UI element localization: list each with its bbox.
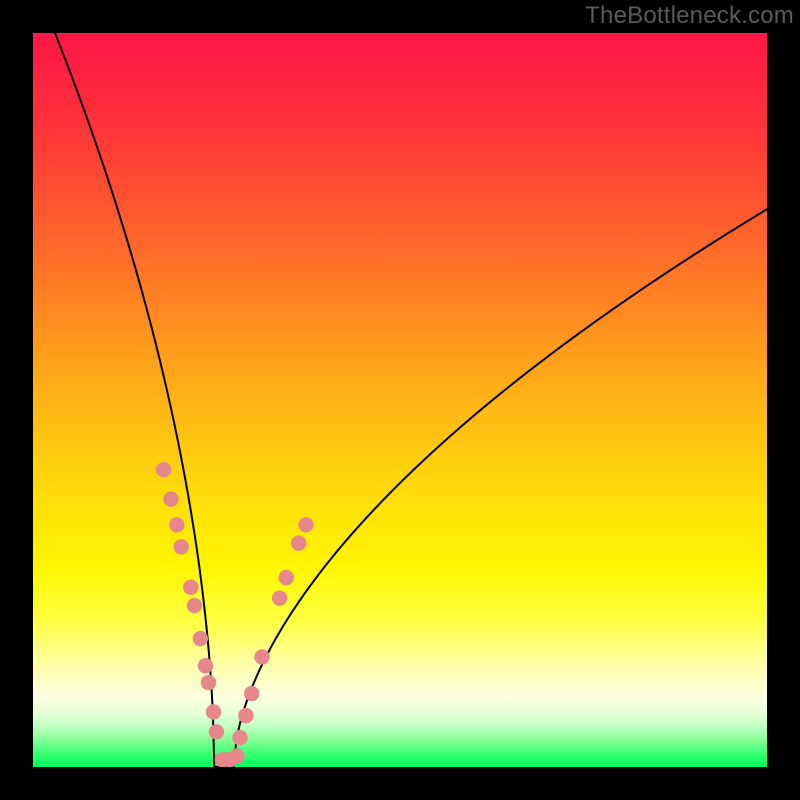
- watermark-text: TheBottleneck.com: [585, 2, 794, 30]
- data-dot: [206, 705, 220, 719]
- data-dot: [201, 675, 215, 689]
- data-dot: [292, 536, 306, 550]
- curve-path: [55, 33, 767, 767]
- data-dot: [170, 518, 184, 532]
- data-dot: [198, 659, 212, 673]
- data-dot: [299, 518, 313, 532]
- data-dot: [233, 730, 247, 744]
- data-dot: [184, 580, 198, 594]
- data-dot: [239, 708, 253, 722]
- data-dot: [279, 570, 293, 584]
- data-dot: [174, 540, 188, 554]
- data-dot: [255, 650, 269, 664]
- data-dot: [272, 591, 286, 605]
- data-dot: [156, 463, 170, 477]
- data-dot: [209, 725, 223, 739]
- data-dot: [245, 686, 259, 700]
- data-dot: [164, 492, 178, 506]
- data-dot: [187, 598, 201, 612]
- bottleneck-curve: [33, 33, 767, 767]
- data-dot: [230, 749, 244, 763]
- plot-area: [33, 33, 767, 767]
- data-dot: [193, 631, 207, 645]
